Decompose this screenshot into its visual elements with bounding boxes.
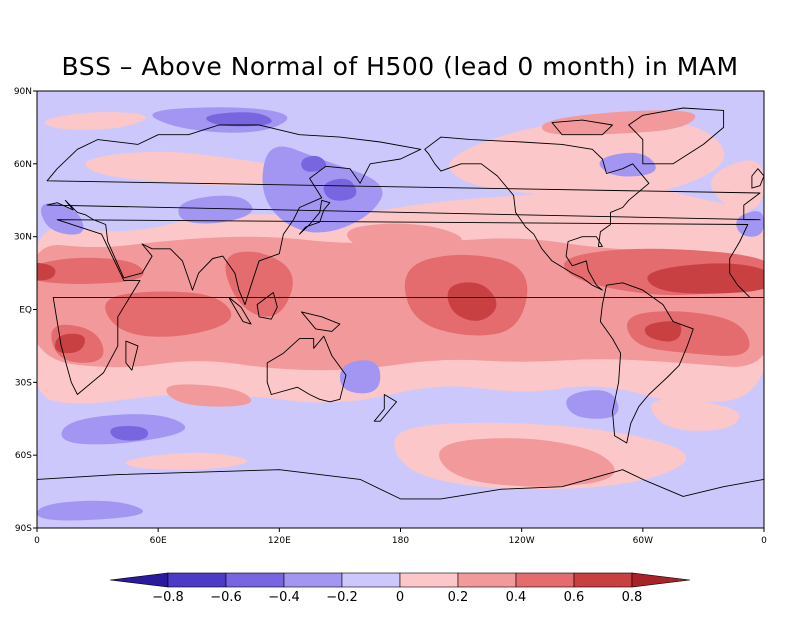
coastline-africa <box>52 219 764 395</box>
field-region-africa-north <box>37 257 144 284</box>
coastlines <box>37 107 764 500</box>
field-region-eurasia <box>85 151 288 187</box>
lon-tick-label: 0 <box>761 536 767 546</box>
colorbar-swatch <box>573 572 633 588</box>
field-region-arctic-canada <box>541 110 696 135</box>
field-region-atlantic-max <box>647 263 764 294</box>
lon-tick-label: 60E <box>150 536 167 546</box>
field-region-south-pacific <box>339 360 381 394</box>
colorbar-label: 0 <box>396 590 404 605</box>
field-region-west-africa-max <box>37 262 56 281</box>
coastline-south-america <box>599 282 694 444</box>
coastline-uk <box>751 168 764 189</box>
lat-tick-label: 60S <box>15 451 32 461</box>
coastline-japan <box>299 199 331 235</box>
colorbar-label: 0.2 <box>448 590 469 605</box>
field-region-kamchatka <box>323 178 357 201</box>
field-region-north-atlantic <box>710 160 764 211</box>
colorbar-label: −0.4 <box>268 590 300 605</box>
field-region-antarctic-coast <box>125 452 247 470</box>
lon-tick-label: 120W <box>509 536 535 546</box>
coastline-eurasia <box>46 124 761 306</box>
field-region-south-atlantic <box>651 399 740 431</box>
colorbar-label: 0.4 <box>506 590 527 605</box>
colorbar-swatch <box>225 572 285 588</box>
field-region-south-ocean-neg <box>110 426 149 441</box>
field-region-east-atlantic <box>736 211 764 237</box>
coastline-greenland <box>628 107 725 165</box>
lon-tick-label: 120E <box>268 536 291 546</box>
field-region-south-america <box>626 311 750 356</box>
colorbar-label: 0.8 <box>622 590 643 605</box>
field-region-south-indian <box>166 384 252 407</box>
field-region-west-europe <box>41 203 84 235</box>
coastline-north-america <box>424 136 650 291</box>
coastline-madagascar <box>125 340 139 371</box>
field-region-south-pacific-high <box>439 438 615 487</box>
colorbar-arrow-low <box>109 572 169 588</box>
field-region-arctic-siberia <box>206 112 272 127</box>
lon-tick-label: 60W <box>633 536 653 546</box>
bss-field <box>37 107 764 521</box>
coastline-borneo <box>256 292 278 320</box>
field-region-antarctica-west <box>37 500 144 521</box>
lat-tick-label: 60N <box>14 160 32 170</box>
lat-tick-label: 30S <box>15 378 32 388</box>
field-region-europe <box>44 112 147 130</box>
field-region-north-pacific <box>347 223 462 252</box>
field-region-north-america-neg <box>599 152 656 177</box>
chart-title: BSS – Above Normal of H500 (lead 0 month… <box>61 52 739 81</box>
lon-tick-label: 180 <box>392 536 409 546</box>
field-region-pacific-max <box>447 282 497 321</box>
colorbar: −0.8 −0.6 −0.4 −0.2 0 0.2 0.4 0.6 0.8 <box>109 572 691 605</box>
colorbar-swatch <box>341 572 401 588</box>
field-region-okhotsk <box>301 155 327 172</box>
coastline-sumatra <box>228 296 252 325</box>
colorbar-swatch <box>457 572 517 588</box>
colorbar-label: −0.6 <box>210 590 242 605</box>
colorbar-swatch <box>515 572 575 588</box>
field-region-amazon-max <box>644 321 682 342</box>
coastline-canadian-archipelago <box>551 119 613 136</box>
field-region-southeast-pacific <box>566 390 619 419</box>
colorbar-swatch <box>399 572 459 588</box>
field-region-central-asia <box>178 195 253 224</box>
lat-tick-label: 30N <box>14 233 32 243</box>
colorbar-arrow-high <box>631 572 691 588</box>
coastline-new-guinea <box>301 311 341 332</box>
coastline-new-zealand <box>373 394 397 422</box>
colorbar-label: −0.8 <box>152 590 184 605</box>
colorbar-swatch <box>167 572 227 588</box>
coastline-australia <box>266 335 347 403</box>
lat-tick-label: EQ <box>19 306 32 316</box>
field-region-north-america <box>448 117 725 198</box>
coastline-antarctica <box>37 469 764 500</box>
lat-tick-label: 90S <box>15 524 32 534</box>
colorbar-label: −0.2 <box>326 590 358 605</box>
field-region-sw-indian-max <box>54 333 85 354</box>
lon-tick-label: 0 <box>34 536 40 546</box>
lat-tick-label: 90N <box>14 87 32 97</box>
colorbar-label: 0.6 <box>564 590 585 605</box>
field-region-indian-ocean <box>105 291 232 337</box>
colorbar-swatch <box>283 572 343 588</box>
